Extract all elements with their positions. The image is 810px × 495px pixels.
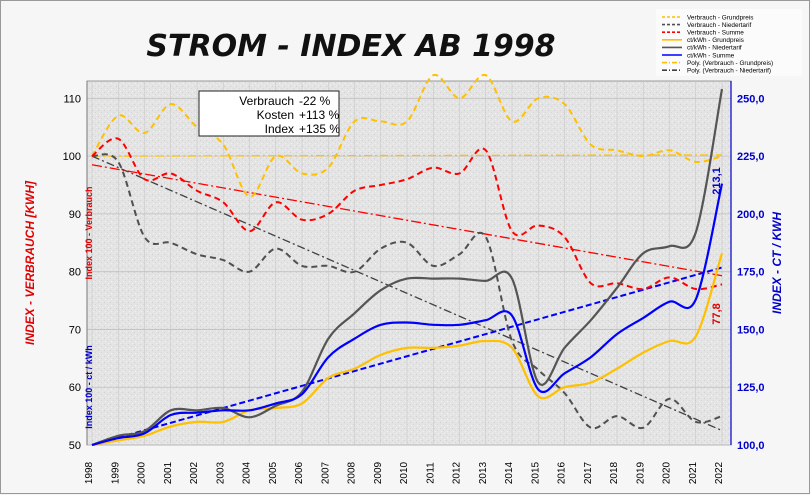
legend-label: ct/kWh - Niedertarif bbox=[687, 45, 742, 52]
chart-title: STROM - INDEX AB 1998 bbox=[146, 29, 555, 64]
summary-label-kosten: Kosten bbox=[257, 108, 294, 122]
series-ct-kwh-niedertarif bbox=[91, 88, 724, 447]
x-tick-label: 2017 bbox=[583, 461, 594, 484]
legend-label: ct/kWh - Summe bbox=[687, 52, 735, 59]
x-tick-label: 2015 bbox=[530, 461, 541, 484]
x-tick-label: 2001 bbox=[163, 461, 174, 484]
summary-value-verbrauch: -22 % bbox=[299, 94, 331, 108]
y-left-tick-label: 60 bbox=[69, 382, 81, 394]
y-right-tick-label: 225,0 bbox=[737, 151, 765, 163]
legend-label: Verbrauch - Niedertarif bbox=[687, 22, 752, 29]
series-ct-kwh-grundpreis bbox=[91, 252, 724, 447]
series-ct-kwh-summe bbox=[91, 183, 724, 447]
y-right-tick-label: 125,0 bbox=[737, 382, 765, 394]
inner-label-verbrauch: Index 100 - Verbrauch bbox=[84, 186, 94, 279]
x-tick-label: 2006 bbox=[294, 461, 305, 484]
x-tick-label: 2007 bbox=[320, 461, 331, 484]
legend-label: Poly. (Verbrauch - Niedertarif) bbox=[687, 68, 771, 75]
x-tick-label: 2009 bbox=[373, 461, 384, 484]
series-poly-verbrauch-niedertarif bbox=[91, 155, 723, 432]
series-verbrauch-summe bbox=[91, 137, 723, 291]
y-left-tick-label: 50 bbox=[69, 440, 81, 452]
x-tick-label: 2004 bbox=[242, 461, 253, 484]
y-left-tick-label: 70 bbox=[69, 324, 81, 336]
legend-label: ct/kWh - Grundpreis bbox=[687, 37, 744, 44]
legend-label: Verbrauch - Grundpreis bbox=[687, 14, 753, 21]
x-tick-label: 2010 bbox=[399, 461, 410, 484]
x-tick-label: 2016 bbox=[557, 461, 568, 484]
y-left-tick-label: 80 bbox=[69, 267, 81, 279]
x-tick-label: 2005 bbox=[268, 461, 279, 484]
summary-label-index: Index bbox=[265, 122, 294, 136]
x-tick-label: 1999 bbox=[110, 461, 121, 484]
x-tick-label: 2021 bbox=[688, 461, 699, 484]
plot-area bbox=[86, 80, 732, 446]
x-tick-label: 2008 bbox=[347, 461, 358, 484]
series-trend-8 bbox=[91, 164, 723, 277]
summary-label-verbrauch: Verbrauch bbox=[239, 94, 294, 108]
grid bbox=[87, 81, 731, 446]
x-tick-label: 2020 bbox=[662, 461, 673, 484]
legend-label: Poly. (Verbrauch - Grundpreis) bbox=[687, 60, 773, 67]
x-tick-label: 2013 bbox=[478, 461, 489, 484]
x-tick-label: 1998 bbox=[84, 461, 95, 484]
legend-box bbox=[656, 9, 802, 76]
summary-value-kosten: +113 % bbox=[299, 108, 339, 122]
y-right-tick-label: 175,0 bbox=[737, 267, 765, 279]
series-layer bbox=[91, 74, 724, 447]
series-poly-verbrauch-grundpreis bbox=[91, 154, 723, 157]
inner-label-ct: Index 100 - ct / kWh bbox=[84, 345, 94, 429]
x-tick-label: 2002 bbox=[189, 461, 200, 484]
series-trend-9 bbox=[91, 266, 723, 446]
y-left-tick-label: 100 bbox=[63, 151, 81, 163]
end-label-verbrauch-summe: 77,8 bbox=[711, 303, 723, 324]
x-tick-label: 2011 bbox=[425, 462, 436, 484]
y-right-tick-label: 250,0 bbox=[737, 93, 765, 105]
y-left-tick-label: 110 bbox=[63, 93, 81, 105]
y-left-axis-title: INDEX - VERBRAUCH [KWH] bbox=[23, 180, 37, 345]
summary-box: Verbrauch -22 % Kosten +113 % Index +135… bbox=[198, 90, 340, 137]
y-right-tick-label: 200,0 bbox=[737, 209, 765, 221]
x-tick-label: 2022 bbox=[714, 461, 725, 484]
axes: 50 60 70 80 90 100 110 100,0 125,0 150,0 175,0 200,… bbox=[63, 81, 765, 484]
x-tick-label: 2019 bbox=[635, 461, 646, 484]
x-tick-label: 2018 bbox=[609, 461, 620, 484]
y-right-axis-title: INDEX - CT / KWH bbox=[770, 212, 784, 314]
x-tick-label: 2000 bbox=[137, 461, 148, 484]
y-right-tick-label: 100,0 bbox=[737, 440, 765, 452]
x-tick-label: 2014 bbox=[504, 461, 515, 484]
end-label-ct-summe: 213,1 bbox=[711, 167, 723, 195]
series-verbrauch-niedertarif bbox=[91, 153, 723, 430]
y-right-tick-label: 150,0 bbox=[737, 324, 765, 336]
summary-value-index: +135 % bbox=[299, 122, 340, 136]
y-left-tick-label: 90 bbox=[69, 209, 81, 221]
x-tick-label: 2012 bbox=[452, 461, 463, 484]
x-tick-label: 2003 bbox=[215, 461, 226, 484]
legend-label: Verbrauch - Summe bbox=[687, 30, 744, 37]
